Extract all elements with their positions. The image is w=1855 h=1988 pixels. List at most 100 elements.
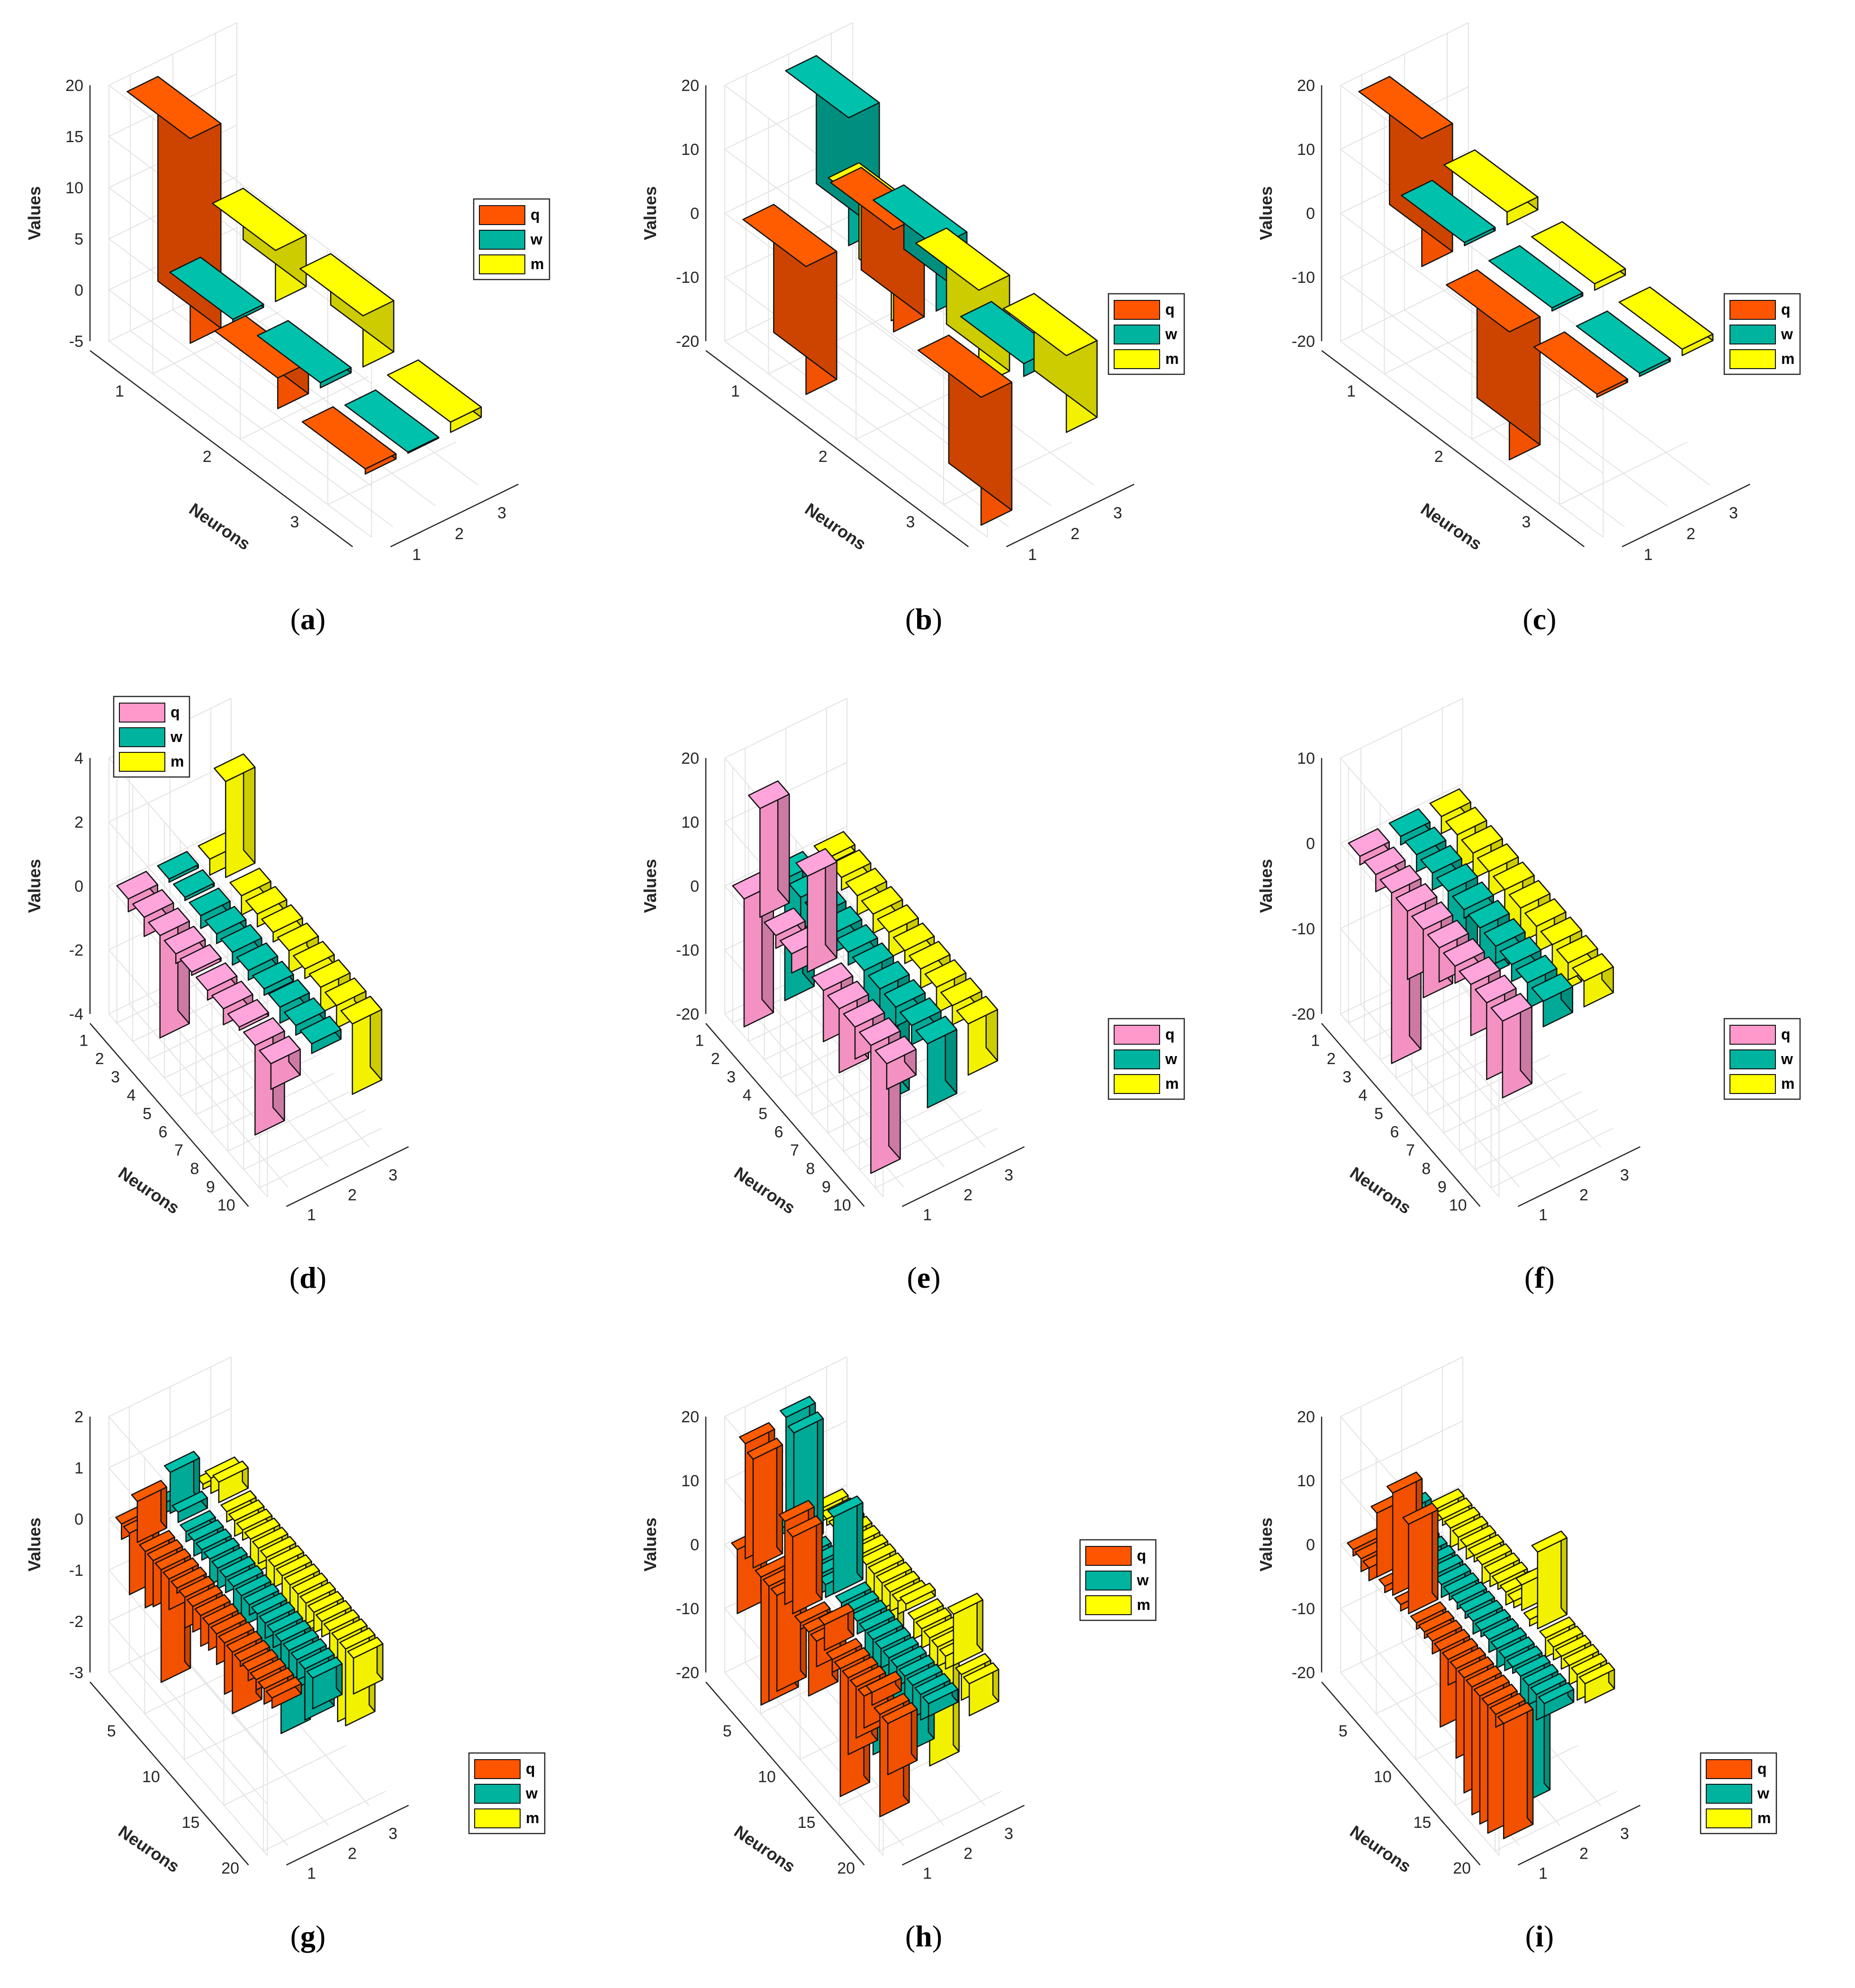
series-tick-label: 2 bbox=[1686, 525, 1695, 543]
neuron-tick-label: 5 bbox=[1339, 1722, 1348, 1740]
value-tick-label: 0 bbox=[74, 281, 83, 299]
neuron-tick-label: 2 bbox=[711, 1050, 720, 1068]
series-tick-label: 3 bbox=[497, 504, 506, 522]
bar-w-neuron-1 bbox=[1401, 180, 1496, 246]
bars-b bbox=[742, 55, 1098, 526]
value-tick-label: 0 bbox=[74, 1510, 83, 1528]
bar-w-neuron-10 bbox=[1531, 973, 1574, 1028]
neuron-tick-label: 9 bbox=[206, 1178, 215, 1196]
neuron-tick-label: 20 bbox=[837, 1860, 855, 1878]
bar-q-neuron-1 bbox=[126, 76, 222, 344]
bar-m-neuron-2 bbox=[1531, 221, 1626, 291]
neuron-axis-g bbox=[90, 1681, 249, 1866]
neuron-axis-label: Neurons bbox=[115, 1822, 183, 1877]
value-tick-label: 0 bbox=[74, 877, 83, 895]
chart-svg-b: -20 -10 0 10 20 1 2 3 1 2 3 Values Neurons qwm bbox=[640, 22, 1185, 564]
bar-q-neuron-3 bbox=[1533, 331, 1629, 398]
series-tick-label: 3 bbox=[1004, 1825, 1013, 1843]
neuron-tick-label: 3 bbox=[727, 1068, 736, 1086]
value-tick-label: -10 bbox=[676, 269, 699, 287]
value-tick-label: -10 bbox=[676, 941, 699, 959]
legend-label-m: m bbox=[526, 1809, 539, 1826]
neuron-tick-label: 8 bbox=[190, 1160, 199, 1178]
legend-b: qwm bbox=[1108, 293, 1185, 375]
value-tick-label: 20 bbox=[681, 750, 699, 768]
legend-label-m: m bbox=[1757, 1809, 1771, 1826]
bar-q-neuron-8 bbox=[786, 1515, 823, 1615]
legend-label-q: q bbox=[531, 206, 540, 223]
legend-swatch-w bbox=[1114, 1049, 1160, 1069]
legend-label-m: m bbox=[1781, 1075, 1794, 1092]
bar-m-neuron-12 bbox=[900, 1582, 936, 1611]
value-tick-label: 2 bbox=[74, 813, 83, 831]
bar-w-neuron-2 bbox=[1488, 245, 1584, 312]
neuron-tick-label: 5 bbox=[107, 1722, 116, 1740]
chart-panel-d: -4 -2 0 2 4 1 2 3 4 5 6 7 8 9 10 1 2 3 Values Neurons q w m (d) bbox=[0, 659, 616, 1312]
legend-label-w: w bbox=[530, 231, 542, 248]
value-tick-label: -4 bbox=[69, 1005, 83, 1023]
bar-q-neuron-1 bbox=[116, 871, 158, 913]
chart-svg-c: -20 -10 0 10 20 1 2 3 1 2 3 Values Neurons qwm bbox=[1256, 22, 1801, 564]
chart-panel-a: -5 0 5 10 15 20 1 2 3 1 2 3 Values Neurons q w m (a) bbox=[0, 0, 616, 654]
value-tick-label: 2 bbox=[74, 1408, 83, 1426]
series-tick-label: 2 bbox=[1071, 525, 1080, 543]
value-tick-label: 0 bbox=[1306, 835, 1315, 853]
legend-swatch-q bbox=[1729, 1025, 1776, 1045]
chart-panel-i: -20 -10 0 10 20 5 10 15 20 1 2 3 Values Neurons q w m (i) bbox=[1232, 1317, 1847, 1971]
neuron-tick-label: 7 bbox=[1406, 1141, 1415, 1159]
neuron-axis-label: Neurons bbox=[1417, 499, 1486, 554]
neuron-axis-c bbox=[1321, 350, 1585, 548]
legend-swatch-w bbox=[1085, 1571, 1132, 1590]
legend-f: qwm bbox=[1723, 1018, 1801, 1100]
legend-h: qwm bbox=[1079, 1539, 1157, 1621]
bar-q-neuron-5 bbox=[795, 848, 837, 973]
value-axis-label: Values bbox=[25, 859, 44, 913]
bar-w-neuron-20 bbox=[1538, 1682, 1575, 1717]
bar-m-neuron-10 bbox=[956, 995, 999, 1076]
legend-swatch-q bbox=[1114, 1025, 1160, 1045]
neuron-axis-f bbox=[1321, 1023, 1481, 1207]
bar-m-neuron-10 bbox=[340, 995, 383, 1095]
neuron-tick-label: 10 bbox=[1449, 1196, 1467, 1214]
value-tick-label: 0 bbox=[690, 1536, 699, 1554]
value-tick-label: 10 bbox=[65, 179, 83, 197]
legend-label-q: q bbox=[1165, 1026, 1175, 1043]
value-tick-label: 0 bbox=[690, 877, 699, 895]
series-tick-label: 3 bbox=[1729, 504, 1738, 522]
value-tick-label: 10 bbox=[681, 141, 699, 159]
series-tick-label: 2 bbox=[455, 525, 464, 543]
bar-q-neuron-1 bbox=[742, 204, 837, 395]
legend-label-m: m bbox=[1781, 350, 1794, 367]
value-tick-label: 20 bbox=[1297, 77, 1315, 95]
neuron-axis-label: Neurons bbox=[186, 499, 254, 554]
bar-m-neuron-3 bbox=[212, 1460, 249, 1503]
bar-q-neuron-3 bbox=[148, 907, 190, 1039]
value-tick-label: 10 bbox=[1297, 1472, 1315, 1490]
chart-svg-i: -20 -10 0 10 20 5 10 15 20 1 2 3 Values Neurons qwm bbox=[1256, 1356, 1777, 1882]
neuron-tick-label: 6 bbox=[1390, 1123, 1399, 1141]
neuron-tick-label: 6 bbox=[159, 1123, 168, 1141]
bar-w-neuron-8 bbox=[827, 1495, 864, 1595]
legend-swatch-q bbox=[119, 703, 165, 723]
value-tick-label: 20 bbox=[1297, 1408, 1315, 1426]
bar-w-neuron-7 bbox=[252, 960, 294, 996]
value-tick-label: 4 bbox=[74, 750, 83, 768]
chart-svg-g: -3 -2 -1 0 1 2 5 10 15 20 1 2 3 Values Neurons qwm bbox=[25, 1356, 546, 1882]
legend-label-m: m bbox=[531, 255, 544, 272]
panel-caption-letter: f bbox=[1534, 1261, 1545, 1294]
bar-w-neuron-5 bbox=[1452, 881, 1494, 919]
legend-swatch-w bbox=[1114, 325, 1160, 344]
neuron-axis-label: Neurons bbox=[801, 499, 870, 554]
legend-label-w: w bbox=[1757, 1785, 1769, 1802]
legend-swatch-w bbox=[1729, 1049, 1776, 1069]
bar-w-neuron-10 bbox=[915, 1015, 958, 1109]
legend-swatch-w bbox=[1706, 1784, 1752, 1804]
legend-label-m: m bbox=[171, 753, 184, 770]
neuron-axis-label: Neurons bbox=[1346, 1822, 1414, 1877]
neuron-tick-label: 15 bbox=[798, 1814, 816, 1832]
series-tick-label: 3 bbox=[1620, 1166, 1629, 1184]
series-tick-label: 1 bbox=[1644, 546, 1653, 564]
neuron-tick-label: 8 bbox=[806, 1160, 815, 1178]
